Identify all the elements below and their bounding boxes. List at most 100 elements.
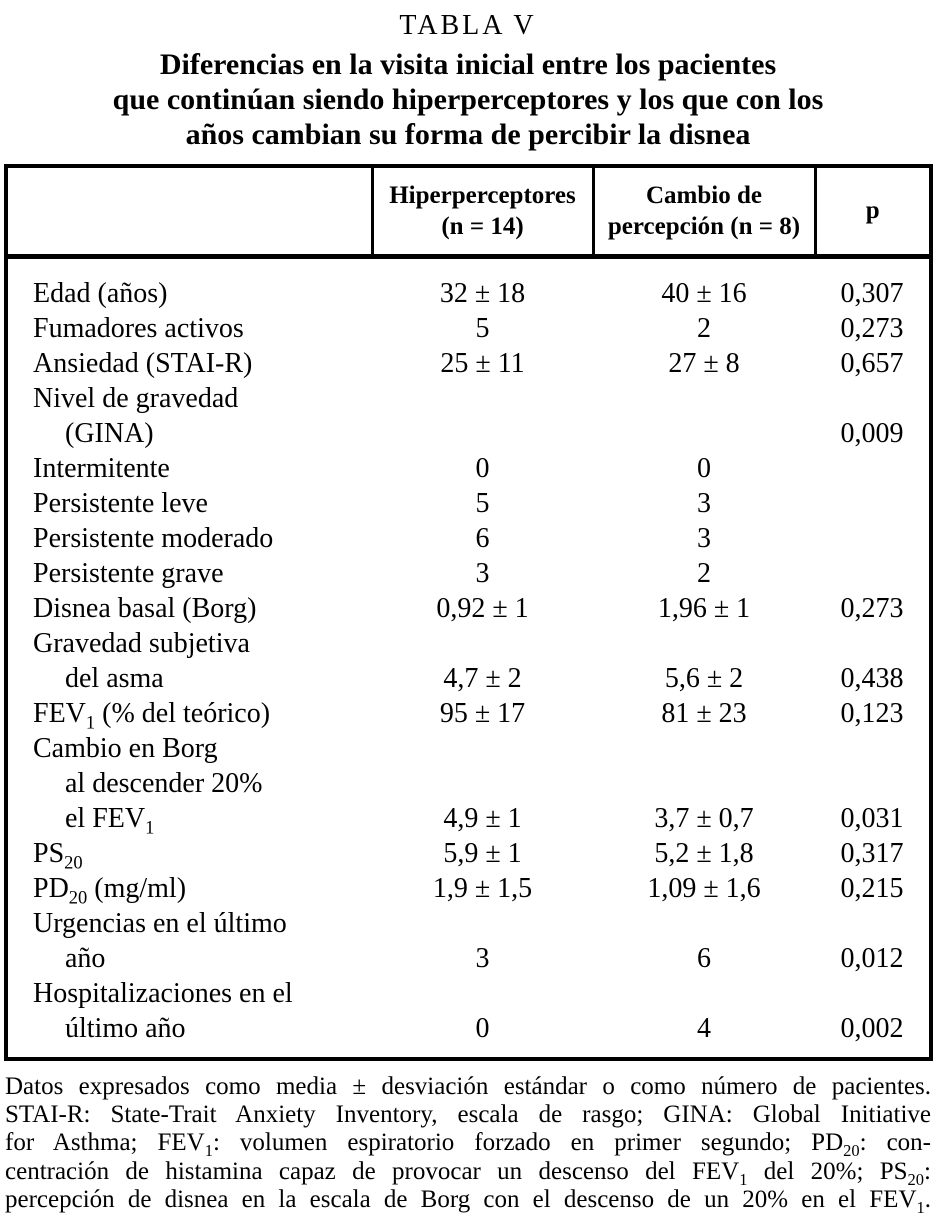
table-row: PD20 (mg/ml) 1,9 ± 1,5 1,09 ± 1,6 0,215 [6, 871, 931, 908]
table-row: Disnea basal (Borg) 0,92 ± 1 1,96 ± 1 0,273 [6, 591, 931, 626]
row-label: FEV1 (% del teórico) [33, 697, 271, 733]
value-p: 0,317 [840, 837, 904, 869]
table-row: Urgencias en el último [6, 906, 931, 941]
row-label: año [65, 942, 106, 974]
row-label: del asma [65, 662, 164, 694]
value-hiperperceptores [372, 766, 593, 801]
row-label: (GINA) [65, 417, 154, 449]
value-cambio-percepcion [593, 381, 815, 416]
table-row: Intermitente 0 0 [6, 451, 931, 486]
header-hiperperceptores: Hiperperceptores (n = 14) [370, 166, 593, 259]
header-line: Hiperperceptores [389, 181, 576, 209]
table-row: Edad (años) 32 ± 18 40 ± 16 0,307 [6, 256, 931, 311]
value-hiperperceptores: 0 [475, 1012, 490, 1044]
value-p [815, 381, 931, 416]
table-row: del asma 4,7 ± 2 5,6 ± 2 0,438 [6, 661, 931, 696]
footnote-line: Datos expresados como media ± desviación… [5, 1072, 931, 1100]
table-title-line: Diferencias en la visita inicial entre l… [159, 48, 777, 81]
value-hiperperceptores: 0 [475, 452, 490, 484]
value-hiperperceptores: 25 ± 11 [440, 347, 525, 379]
value-cambio-percepcion [593, 766, 815, 801]
value-cambio-percepcion: 27 ± 8 [668, 347, 740, 379]
table-row: (GINA) 0,009 [6, 416, 931, 451]
value-hiperperceptores [372, 906, 593, 941]
results-table: Hiperperceptores (n = 14) Cambio de perc… [4, 164, 933, 1061]
table-row: año 3 6 0,012 [6, 941, 931, 976]
table-row: Persistente moderado 6 3 [6, 521, 931, 556]
row-label: Urgencias en el último [33, 907, 287, 939]
header-line: percepción (n = 8) [607, 212, 801, 240]
value-hiperperceptores [372, 416, 593, 451]
value-p [815, 486, 931, 521]
value-cambio-percepcion: 40 ± 16 [661, 277, 747, 309]
table-row: Gravedad subjetiva [6, 626, 931, 661]
value-cambio-percepcion: 1,09 ± 1,6 [647, 872, 761, 904]
value-p [815, 556, 931, 591]
header-row: Hiperperceptores (n = 14) Cambio de perc… [6, 166, 931, 259]
row-label: último año [65, 1012, 186, 1044]
table-row: Cambio en Borg [6, 731, 931, 766]
row-label: Nivel de gravedad [33, 382, 239, 414]
value-hiperperceptores: 32 ± 18 [439, 277, 526, 309]
table-row: último año 0 4 0,002 [6, 1011, 931, 1059]
value-cambio-percepcion [593, 731, 815, 766]
value-cambio-percepcion: 6 [697, 942, 711, 974]
value-p: 0,012 [840, 942, 904, 974]
value-cambio-percepcion: 3 [697, 522, 711, 554]
value-p: 0,123 [840, 697, 904, 729]
footnote-line: percepción de disnea en la escala de Bor… [5, 1186, 931, 1218]
value-p [815, 626, 931, 661]
table-row: Hospitalizaciones en el [6, 976, 931, 1011]
value-cambio-percepcion: 1,96 ± 1 [657, 592, 751, 624]
value-cambio-percepcion: 5,2 ± 1,8 [654, 837, 754, 869]
value-cambio-percepcion: 3,7 ± 0,7 [654, 802, 754, 834]
value-p: 0,307 [840, 277, 904, 309]
footnote-line: for Asthma; FEV1: volumen espiratorio fo… [5, 1129, 931, 1161]
row-label: el FEV1 [65, 802, 155, 838]
table-title-line: que continúan siendo hiperperceptores y … [112, 83, 824, 116]
table-row: el FEV1 4,9 ± 1 3,7 ± 0,7 0,031 [6, 801, 931, 838]
header-line: Cambio de [646, 181, 762, 209]
value-p: 0,438 [840, 662, 904, 694]
row-label: Hospitalizaciones en el [33, 977, 293, 1009]
row-label: Cambio en Borg [33, 732, 218, 764]
row-label: al descender 20% [65, 767, 263, 799]
value-p: 0,215 [840, 872, 904, 904]
value-cambio-percepcion: 4 [697, 1012, 711, 1044]
value-hiperperceptores: 3 [475, 557, 490, 589]
value-cambio-percepcion: 81 ± 23 [661, 697, 747, 729]
table-title: Diferencias en la visita inicial entre l… [0, 47, 936, 152]
value-cambio-percepcion: 2 [697, 312, 711, 344]
row-label: Fumadores activos [33, 312, 244, 344]
value-p [815, 976, 931, 1011]
table-row: Nivel de gravedad [6, 381, 931, 416]
value-cambio-percepcion: 3 [697, 487, 711, 519]
row-label: PD20 (mg/ml) [33, 872, 187, 908]
value-p: 0,002 [840, 1012, 904, 1044]
row-label: Gravedad subjetiva [33, 627, 250, 659]
value-p: 0,273 [840, 312, 904, 344]
row-label: Persistente leve [33, 487, 208, 519]
value-cambio-percepcion: 5,6 ± 2 [664, 662, 744, 694]
value-hiperperceptores [372, 381, 593, 416]
value-p: 0,657 [840, 347, 904, 379]
value-hiperperceptores: 5,9 ± 1 [443, 837, 522, 869]
footnote-line: STAI-R: State-Trait Anxiety Inventory, e… [5, 1100, 931, 1128]
value-cambio-percepcion: 2 [697, 557, 711, 589]
value-p [815, 731, 931, 766]
row-label: Intermitente [33, 452, 170, 484]
table-row: PS20 5,9 ± 1 5,2 ± 1,8 0,317 [6, 836, 931, 872]
table-row: Persistente leve 5 3 [6, 486, 931, 521]
row-label: Persistente moderado [33, 522, 274, 554]
table-title-line: años cambian su forma de percibir la dis… [185, 118, 751, 151]
row-label: Disnea basal (Borg) [33, 592, 257, 624]
value-p [815, 906, 931, 941]
table-number: TABLA V [399, 10, 537, 41]
table-row: Fumadores activos 5 2 0,273 [6, 311, 931, 346]
header-line: (n = 14) [441, 212, 524, 240]
table-row: FEV1 (% del teórico) 95 ± 17 81 ± 23 0,123 [6, 696, 931, 733]
value-p: 0,273 [840, 592, 904, 624]
value-hiperperceptores: 6 [475, 522, 490, 554]
value-cambio-percepcion [593, 626, 815, 661]
